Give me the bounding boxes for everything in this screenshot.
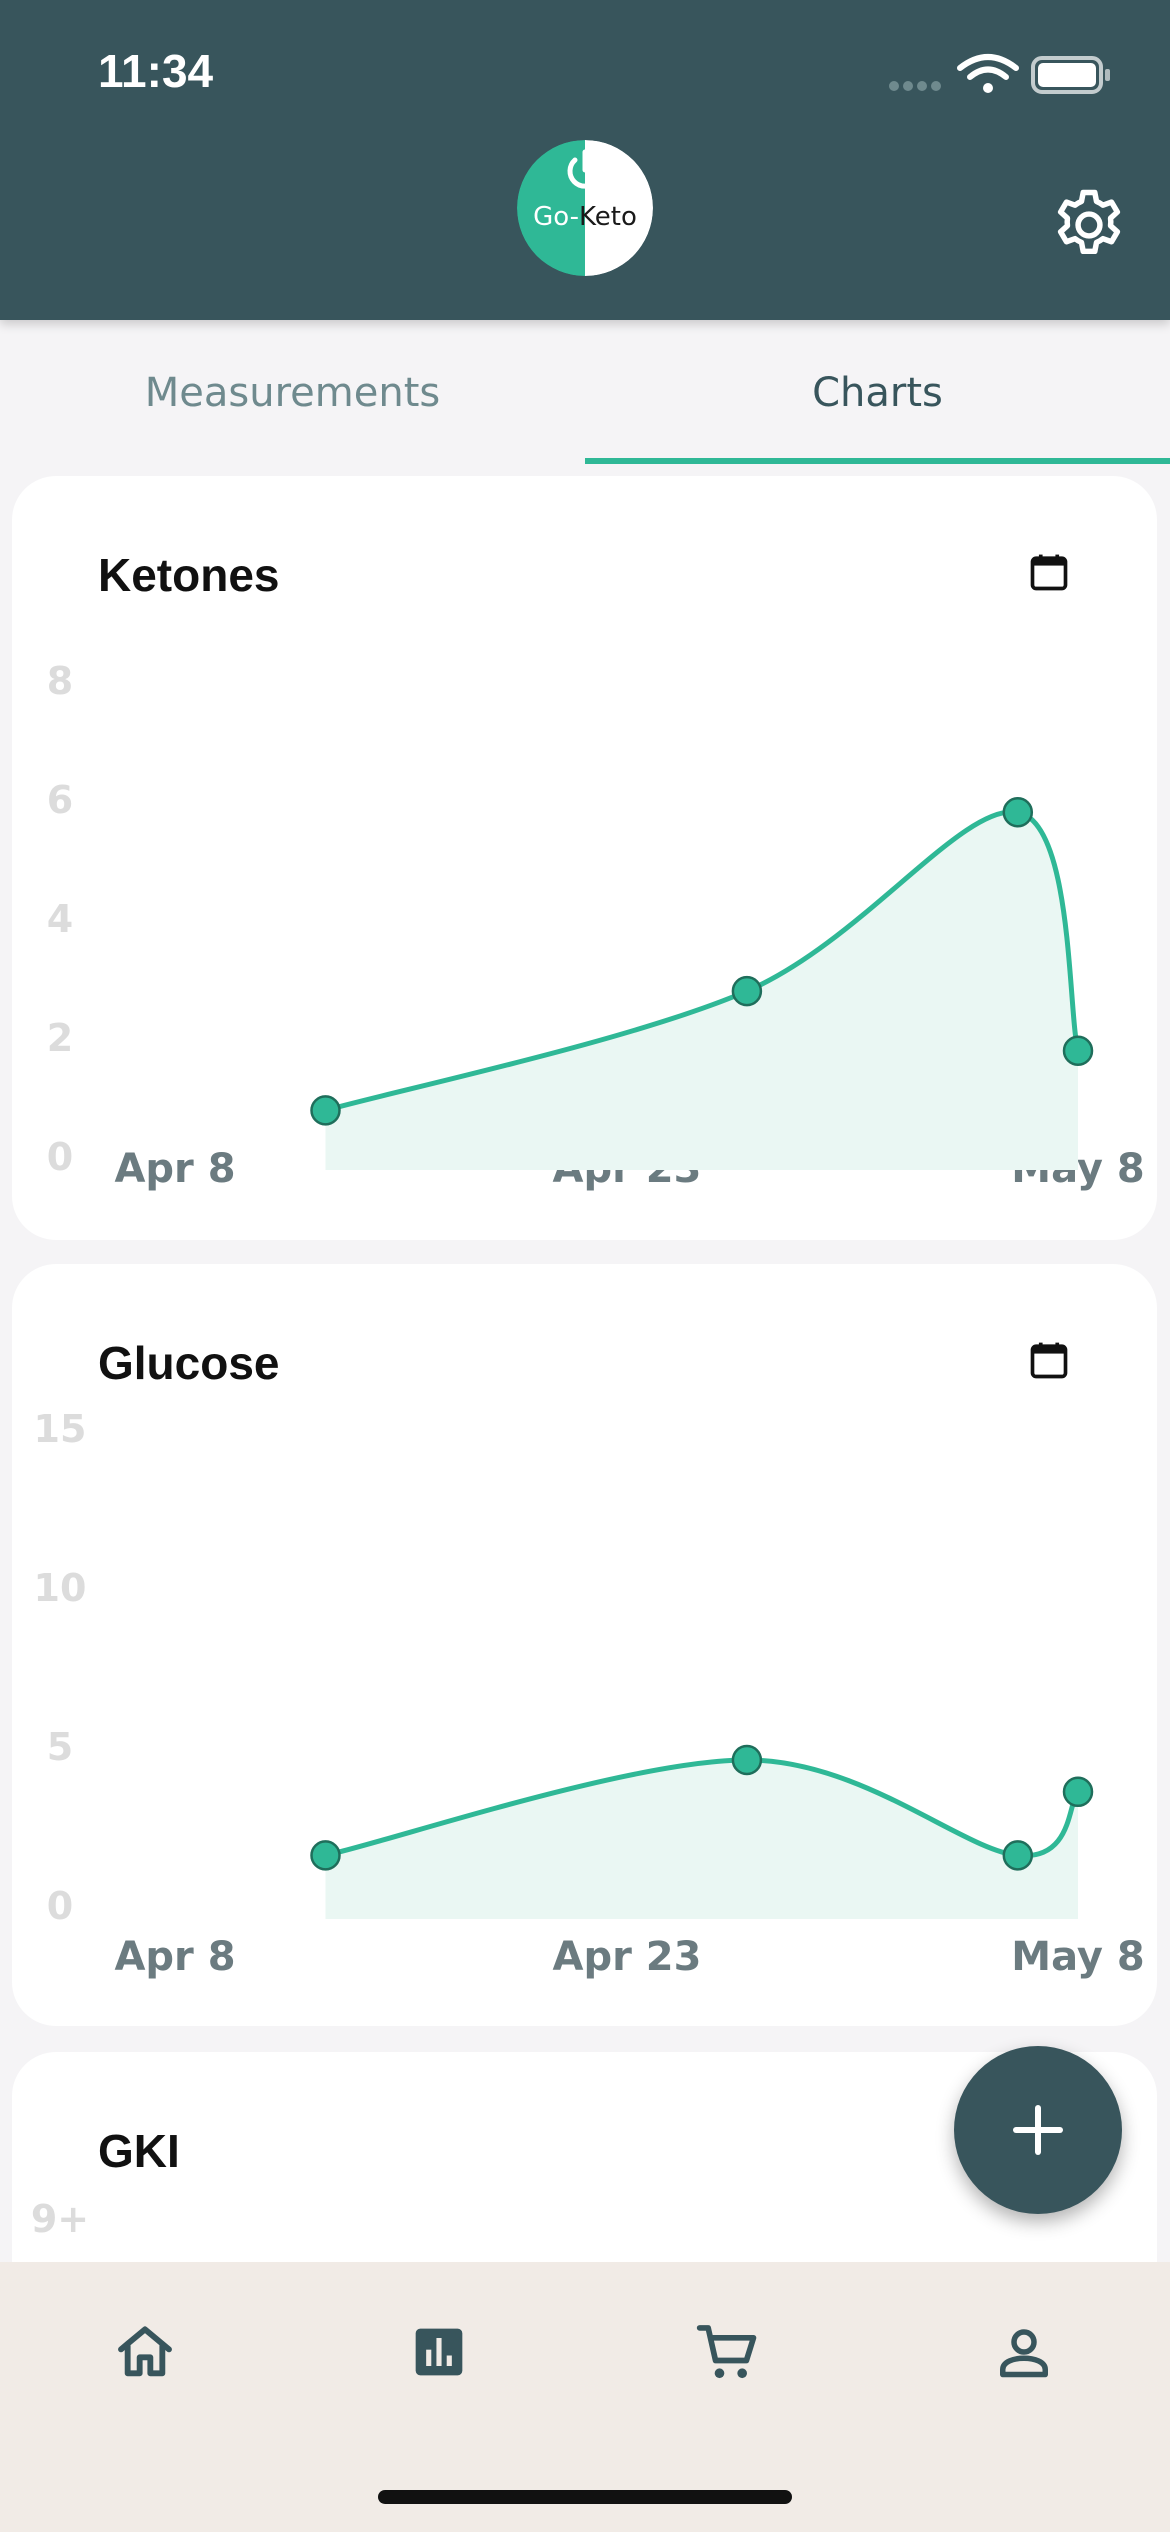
glucose-points — [310, 1744, 1094, 1871]
chart-title: Glucose — [98, 1337, 280, 1389]
status-time: 11:34 — [98, 45, 214, 97]
glucose-area — [325, 1760, 1078, 1919]
app-header: 11:34 Go-Keto — [0, 0, 1170, 320]
ketones-points — [310, 797, 1094, 1126]
y-tick: 15 — [34, 1407, 87, 1451]
ketones-chart: 0 2 4 6 8 Apr 8 Apr 23 May 8 — [47, 659, 1145, 1192]
data-point[interactable] — [1002, 1840, 1034, 1871]
y-tick: 0 — [47, 1135, 73, 1179]
glucose-chart-card: Glucose 0 5 10 15 Apr 8 Apr 23 May 8 — [12, 1264, 1157, 2026]
y-tick: 8 — [47, 659, 73, 703]
wifi-icon — [957, 54, 1019, 93]
calendar-icon[interactable] — [1027, 1338, 1071, 1382]
person-icon — [1000, 2329, 1048, 2378]
tab-bar: Measurements Charts — [0, 320, 1170, 466]
data-point[interactable] — [1062, 1035, 1094, 1066]
data-point[interactable] — [310, 1840, 341, 1871]
gear-icon[interactable] — [1048, 184, 1130, 266]
power-icon — [567, 149, 603, 189]
cart-icon — [696, 2325, 757, 2379]
y-tick: 9+ — [31, 2197, 89, 2241]
data-point[interactable] — [310, 1095, 341, 1126]
nav-shop[interactable] — [688, 2312, 768, 2392]
status-icons — [889, 54, 1110, 94]
bottom-nav — [0, 2262, 1170, 2532]
plus-icon — [1013, 2105, 1063, 2155]
glucose-line — [324, 1757, 1081, 1858]
y-tick: 0 — [47, 1884, 73, 1928]
logo-text: Go-Keto — [517, 202, 653, 232]
home-indicator — [378, 2490, 792, 2504]
nav-profile[interactable] — [984, 2312, 1064, 2392]
logo-graphic — [517, 140, 653, 276]
signal-icon — [889, 81, 941, 91]
logo-text-go: Go- — [533, 202, 580, 232]
tab-measurements[interactable]: Measurements — [144, 370, 441, 416]
ketones-chart-card: Ketones 0 2 4 6 8 Apr 8 Apr 23 May 8 — [12, 476, 1157, 1240]
active-tab-indicator — [585, 458, 1170, 464]
app-logo: Go-Keto — [517, 140, 653, 276]
add-measurement-button[interactable] — [954, 2046, 1122, 2214]
y-tick: 4 — [47, 897, 73, 941]
battery-icon — [1031, 56, 1110, 94]
gki-chart: 9+ — [31, 2197, 89, 2241]
data-point[interactable] — [731, 975, 763, 1007]
home-icon — [118, 2326, 172, 2377]
x-tick: Apr 8 — [114, 1146, 235, 1192]
x-tick: Apr 8 — [114, 1934, 235, 1980]
y-tick: 10 — [34, 1566, 87, 1610]
tab-charts[interactable]: Charts — [812, 370, 943, 416]
y-tick: 5 — [47, 1725, 73, 1769]
glucose-chart: 0 5 10 15 Apr 8 Apr 23 May 8 — [34, 1407, 1145, 1980]
data-point[interactable] — [1002, 797, 1034, 828]
chart-title: Ketones — [98, 549, 280, 601]
y-tick: 6 — [47, 778, 73, 822]
bar-chart-icon — [415, 2328, 463, 2376]
calendar-icon[interactable] — [1027, 550, 1071, 594]
chart-title: GKI — [98, 2125, 180, 2177]
ketones-area — [325, 811, 1078, 1170]
y-tick: 2 — [47, 1016, 73, 1060]
x-tick: Apr 23 — [553, 1934, 702, 1980]
x-tick: May 8 — [1011, 1934, 1144, 1980]
ketones-line — [324, 809, 1081, 1113]
logo-text-keto: Keto — [579, 202, 637, 232]
nav-charts[interactable] — [399, 2312, 479, 2392]
nav-home[interactable] — [105, 2312, 185, 2392]
data-point[interactable] — [1062, 1776, 1094, 1808]
data-point[interactable] — [731, 1744, 763, 1776]
